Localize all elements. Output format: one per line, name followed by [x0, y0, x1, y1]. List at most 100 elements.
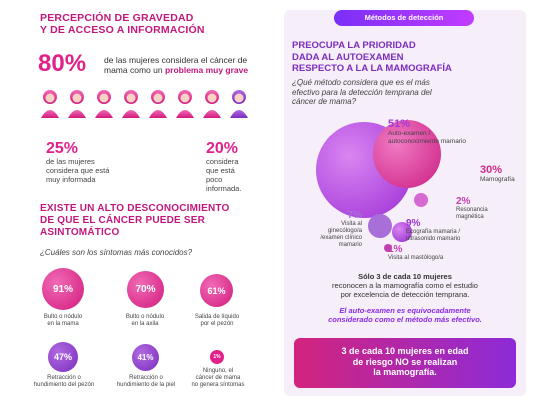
symptom-pct-2: 70%: [135, 284, 156, 295]
stat-25-text: de las mujeres considera que está muy in…: [46, 157, 109, 184]
method-label-ginecologo-line2: ginecólogo/a: [327, 228, 362, 234]
symptom-label-1: Bulto o nódulo en la mama: [30, 314, 96, 328]
note-bold: Sólo 3 de cada 10 mujeres: [358, 272, 452, 281]
stat-20-text: considera que está poco informada.: [206, 157, 241, 193]
stat-20-line4: informada.: [206, 184, 242, 193]
woman-icon-5: [149, 90, 167, 118]
method-label-ecografia-line1: Ecografía mamaria /: [406, 229, 461, 235]
section2-title-line1: EXISTE UN ALTO DESCONOCIMIENTO: [40, 203, 230, 214]
method-label-autoexamen: 51% Auto-examen / autoconocimiento mamar…: [388, 118, 466, 145]
symptom-bubble-3: 61%: [200, 274, 233, 307]
method-label-resonancia-line2: magnética: [456, 214, 484, 220]
method-label-resonancia-line1: Resonancia: [456, 207, 488, 213]
symptom-label-6-line1: Ninguno, el: [202, 368, 234, 374]
symptom-label-4-line2: hundimiento del pezón: [33, 382, 95, 388]
stat-25-line3: muy informada: [46, 175, 96, 184]
bubble-ecografia: [392, 222, 412, 242]
symptom-label-5: Retracción o hundimiento de la piel: [106, 375, 186, 389]
method-label-ginecologo-line4: mamario: [338, 242, 362, 248]
stat-20-line2: que está: [206, 166, 235, 175]
method-pct-resonancia: 2%: [456, 196, 471, 207]
stat-80-line2-pre: mama como un: [104, 65, 165, 75]
cta-line1: 3 de cada 10 mujeres en edad: [341, 346, 469, 356]
symptom-bubble-2: 70%: [127, 271, 164, 308]
symptom-label-4: Retracción o hundimiento del pezón: [24, 375, 104, 389]
symptom-bubble-6: 1%: [210, 350, 224, 364]
method-label-autoexamen-line2: autoconocimiento mamario: [388, 137, 467, 145]
symptom-label-6-line2: cáncer de mama: [195, 375, 241, 381]
symptom-label-1-line2: en la mama: [47, 321, 79, 327]
method-label-ecografia: 9% Ecografía mamaria / ultrasonido mamar…: [406, 218, 460, 243]
symptom-label-6: Ninguno, el cáncer de mama no genera sínto…: [180, 368, 256, 389]
woman-icon-1: [41, 90, 59, 118]
method-label-ginecologo: 7% Visita al ginecólogo/a /examen clínic…: [306, 210, 362, 249]
detection-methods-panel: Métodos de detección PREOCUPA LA PRIORID…: [284, 10, 526, 396]
note-mamografia: Sólo 3 de cada 10 mujeres reconocen a la…: [284, 272, 526, 299]
method-label-mamografia: 30% Mamografía: [480, 164, 515, 184]
symptom-label-3: Salida de líquido por el pezón: [184, 314, 250, 328]
symptom-label-3-line2: por el pezón: [200, 321, 234, 327]
symptom-label-2-line2: en la axila: [131, 321, 159, 327]
symptom-pct-5: 41%: [137, 353, 154, 362]
method-label-mamografia-line1: Mamografía: [480, 176, 515, 183]
section1-title: PERCEPCIÓN DE GRAVEDAD Y DE ACCESO A INF…: [40, 12, 205, 36]
women-icons-svg: [41, 90, 248, 118]
symptom-label-6-line3: no genera síntomas: [191, 382, 245, 388]
stat-25-value: 25%: [46, 140, 79, 157]
right-question-line3: cáncer de mama?: [292, 97, 357, 106]
section2-title-line3: ASINTOMÁTICO: [40, 227, 120, 238]
cta-box: 3 de cada 10 mujeres en edad de riesgo N…: [294, 338, 516, 388]
symptom-label-5-line1: Retracción o: [129, 375, 163, 381]
cta-line3: la mamografía.: [373, 367, 437, 377]
method-pct-mamografia: 30%: [480, 164, 503, 176]
section2-title: EXISTE UN ALTO DESCONOCIMIENTO DE QUE EL…: [40, 203, 230, 239]
woman-icon-8: [230, 90, 248, 118]
note-line1: reconocen a la mamografía como el estudi…: [332, 281, 478, 290]
note-line2: por excelencia de detección temprana.: [340, 290, 470, 299]
method-label-ginecologo-line3: /examen clínico: [320, 235, 362, 241]
method-pct-autoexamen: 51%: [388, 118, 411, 130]
methods-badge: Métodos de detección: [334, 10, 474, 26]
symptom-pct-3: 61%: [207, 285, 226, 296]
bubble-resonancia: [414, 193, 428, 207]
method-pct-ginecologo: 7%: [347, 210, 362, 221]
stat-20-line1: considera: [206, 157, 239, 166]
right-title: PREOCUPA LA PRIORIDAD DADA AL AUTOEXAMEN…: [292, 40, 452, 75]
bubble-ginecologo: [368, 214, 392, 238]
woman-icon-7: [203, 90, 221, 118]
stat-80-line1: de las mujeres considera el cáncer de: [104, 55, 248, 65]
symptom-bubble-4: 47%: [48, 342, 78, 372]
symptoms-question: ¿Cuáles son los síntomas más conocidos?: [40, 248, 193, 257]
symptom-label-4-line1: Retracción o: [47, 375, 81, 381]
symptom-label-2-line1: Bulto o nódulo: [125, 314, 165, 320]
method-label-mastologo-line1: Visita al mastólogo/a: [388, 255, 444, 261]
bubble-mastologo: [384, 244, 392, 252]
stat-80-line2-bold: problema muy grave: [164, 65, 249, 75]
cta-line2: de riesgo NO se realizan: [352, 356, 458, 367]
symptom-pct-6: 1%: [213, 354, 221, 360]
symptom-bubble-5: 41%: [132, 344, 159, 371]
method-label-resonancia: 2% Resonancia magnética: [456, 196, 488, 221]
woman-icon-4: [122, 90, 140, 118]
stat-20-line3: poco: [206, 175, 223, 184]
right-question-line2: efectivo para la detección temprana del: [292, 87, 432, 97]
note2-line2: considerado como el método más efectivo.: [328, 315, 482, 324]
symptom-label-2: Bulto o nódulo en la axila: [112, 314, 178, 328]
method-pct-ecografia: 9%: [406, 218, 421, 229]
symptom-label-1-line1: Bulto o nódulo: [43, 314, 83, 320]
bubble-mamografia: [373, 120, 441, 188]
symptom-pct-1: 91%: [52, 283, 73, 295]
stat-25-line2: considera que está: [46, 166, 110, 175]
woman-icon-6: [176, 90, 194, 118]
symptom-label-5-line2: hundimiento de la piel: [116, 382, 176, 388]
right-title-line3: RESPECTO A LA LA MAMOGRAFÍA: [292, 63, 452, 74]
section2-title-line2: DE QUE EL CÁNCER PUEDE SER: [40, 215, 206, 226]
symptom-label-3-line1: Salida de líquido: [194, 314, 240, 320]
stat-80-value: 80%: [38, 50, 87, 77]
right-title-line1: PREOCUPA LA PRIORIDAD: [292, 40, 416, 51]
right-question-line1: ¿Qué método considera que es el más: [292, 78, 430, 87]
method-label-mastologo: 1% Visita al mastólogo/a: [388, 244, 443, 262]
note2-line1: El auto-examen es equivocadamente: [339, 306, 471, 315]
right-question: ¿Qué método considera que es el más efec…: [292, 78, 432, 107]
stat-80-text: de las mujeres considera el cáncer de ma…: [104, 55, 274, 75]
